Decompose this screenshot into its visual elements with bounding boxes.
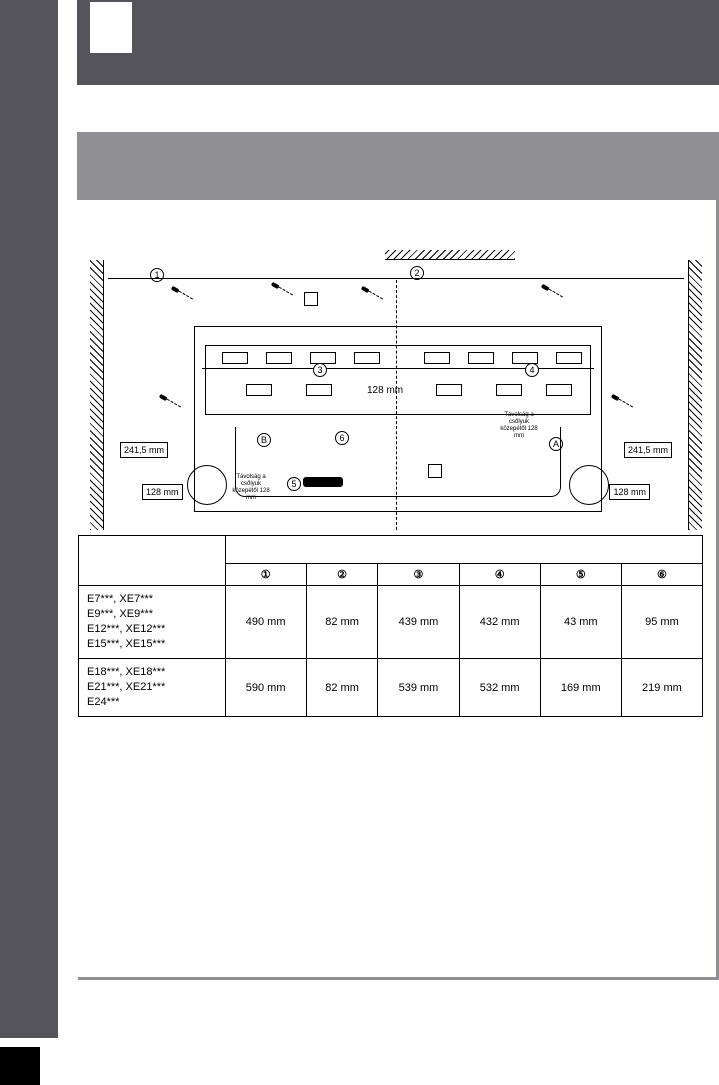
screw-icon xyxy=(270,280,297,300)
dimension-table: ① ② ③ ④ ⑤ ⑥ E7***, XE7*** E9***, XE9*** … xyxy=(78,535,703,717)
note-distance-right: Távolság a csőlyuk közepétől 128 mm xyxy=(498,412,540,440)
cell: 539 mm xyxy=(378,659,459,717)
note-distance-left: Távolság a csőlyuk közepétől 128 mm xyxy=(230,474,272,502)
cell: 532 mm xyxy=(459,659,540,717)
col-5: ⑤ xyxy=(540,564,621,586)
content-panel: 3 4 B A 5 6 128 mm 241,5 mm 241,5 mm 128… xyxy=(78,200,719,980)
plate-inner xyxy=(205,345,591,415)
marker-2: 2 xyxy=(410,266,424,280)
cell: 169 mm xyxy=(540,659,621,717)
table-top-span xyxy=(225,536,702,564)
dim-right: 241,5 mm xyxy=(624,442,672,458)
col-4: ④ xyxy=(459,564,540,586)
table-row: E18***, XE18*** E21***, XE21*** E24*** 5… xyxy=(79,659,703,717)
screw-icon xyxy=(170,284,197,304)
cell: 219 mm xyxy=(621,659,702,717)
cell: 490 mm xyxy=(225,586,306,659)
cell: 43 mm xyxy=(540,586,621,659)
models-cell: E18***, XE18*** E21***, XE21*** E24*** xyxy=(79,659,226,717)
cell: 590 mm xyxy=(225,659,306,717)
cell: 439 mm xyxy=(378,586,459,659)
wall-right-hatch xyxy=(688,260,702,530)
dim-top xyxy=(108,278,684,279)
cell: 95 mm xyxy=(621,586,702,659)
dim-left: 241,5 mm xyxy=(120,442,168,458)
marker-1: 1 xyxy=(150,268,164,282)
center-dim: 128 mm xyxy=(367,385,403,396)
header-icon xyxy=(90,2,132,53)
models-cell: E7***, XE7*** E9***, XE9*** E12***, XE12… xyxy=(79,586,226,659)
dim-bottom-left: 128 mm xyxy=(142,484,183,500)
marker-4: 4 xyxy=(525,363,539,377)
screw-icon xyxy=(540,282,567,302)
left-sidebar xyxy=(0,0,58,1038)
screw-icon xyxy=(158,392,185,412)
cell: 82 mm xyxy=(306,659,378,717)
cell: 432 mm xyxy=(459,586,540,659)
table-row: E7***, XE7*** E9***, XE9*** E12***, XE12… xyxy=(79,586,703,659)
wall-left-hatch xyxy=(90,260,104,530)
section-header xyxy=(77,132,719,200)
table-blank-head xyxy=(79,536,226,586)
screw-icon xyxy=(360,284,387,304)
col-1: ① xyxy=(225,564,306,586)
mounting-diagram: 3 4 B A 5 6 128 mm 241,5 mm 241,5 mm 128… xyxy=(90,250,702,540)
cell: 82 mm xyxy=(306,586,378,659)
ceiling-hatch xyxy=(385,250,515,260)
marker-3: 3 xyxy=(313,363,327,377)
marker-box xyxy=(304,292,318,306)
screw-icon xyxy=(610,392,637,412)
dim-bottom-right: 128 mm xyxy=(609,484,650,500)
col-2: ② xyxy=(306,564,378,586)
col-3: ③ xyxy=(378,564,459,586)
page-number-box xyxy=(0,1047,40,1085)
header-band xyxy=(77,0,719,85)
col-6: ⑥ xyxy=(621,564,702,586)
